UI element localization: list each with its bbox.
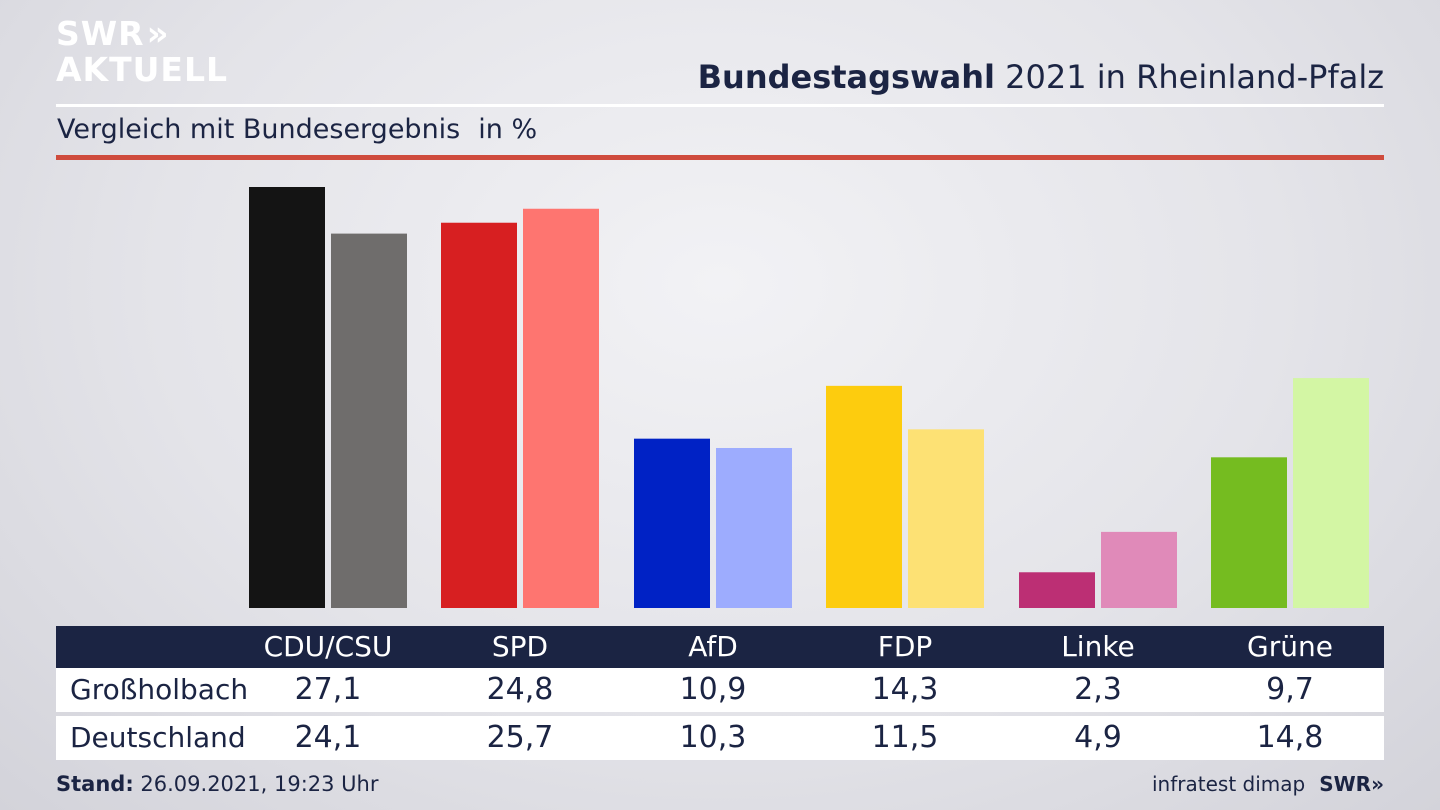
value-cell: 24,8 bbox=[486, 672, 554, 707]
title-bold: Bundestagswahl bbox=[697, 58, 995, 96]
value-cell: 14,3 bbox=[871, 672, 939, 707]
bar-fdp-deutschland bbox=[908, 429, 984, 608]
bar-linke-großholbach bbox=[1019, 572, 1095, 608]
bar-chart bbox=[249, 187, 1369, 608]
swr-small-logo: SWR» bbox=[1319, 772, 1384, 796]
category-label: FDP bbox=[877, 630, 933, 663]
title-rest: 2021 in Rheinland-Pfalz bbox=[995, 58, 1384, 96]
table-row: Deutschland 24,1 25,7 10,3 11,5 4,9 14,8 bbox=[56, 716, 1384, 760]
bar-afd-großholbach bbox=[634, 438, 710, 608]
bar-linke-deutschland bbox=[1101, 531, 1177, 608]
title-divider bbox=[56, 104, 1384, 107]
bar-spd-deutschland bbox=[523, 208, 599, 608]
table-row: Großholbach 27,1 24,8 10,9 14,3 2,3 9,7 bbox=[56, 668, 1384, 712]
red-divider bbox=[56, 155, 1384, 160]
row-label-national: Deutschland bbox=[70, 721, 246, 754]
chart-subtitle: Vergleich mit Bundesergebnis in % bbox=[57, 114, 537, 145]
bar-cducsu-großholbach bbox=[249, 187, 325, 608]
value-cell: 10,9 bbox=[679, 672, 747, 707]
value-cell: 2,3 bbox=[1074, 672, 1122, 707]
row-label-local: Großholbach bbox=[70, 673, 249, 706]
category-label: AfD bbox=[688, 630, 738, 663]
bar-grne-großholbach bbox=[1211, 457, 1287, 608]
swr-aktuell-logo: SWR» AKTUELL bbox=[56, 16, 228, 88]
category-label: SPD bbox=[491, 630, 549, 663]
logo-aktuell-text: AKTUELL bbox=[56, 50, 229, 89]
value-cell: 9,7 bbox=[1266, 672, 1314, 707]
timestamp: Stand: 26.09.2021, 19:23 Uhr bbox=[56, 772, 379, 796]
bar-grne-deutschland bbox=[1293, 378, 1369, 608]
value-cell: 25,7 bbox=[486, 720, 554, 755]
chart-title: Bundestagswahl 2021 in Rheinland-Pfalz bbox=[698, 58, 1384, 96]
bar-afd-deutschland bbox=[716, 447, 792, 608]
table-header-row: CDU/CSU SPD AfD FDP Linke Grüne bbox=[56, 626, 1384, 668]
value-cell: 24,1 bbox=[294, 720, 362, 755]
subtitle-text: Vergleich mit Bundesergebnis bbox=[57, 114, 461, 145]
value-cell: 11,5 bbox=[871, 720, 939, 755]
value-cell: 27,1 bbox=[294, 672, 362, 707]
category-label: Linke bbox=[1061, 630, 1135, 663]
source-credit: infratest dimap SWR» bbox=[1152, 772, 1384, 796]
stand-label: Stand: bbox=[56, 772, 134, 796]
stand-value: 26.09.2021, 19:23 Uhr bbox=[133, 772, 379, 796]
value-cell: 14,8 bbox=[1256, 720, 1324, 755]
source-text: infratest dimap bbox=[1152, 772, 1306, 796]
unit-label: in % bbox=[478, 114, 538, 145]
category-label: Grüne bbox=[1247, 630, 1333, 663]
results-table: CDU/CSU SPD AfD FDP Linke Grüne Großholbach 2… bbox=[56, 626, 1384, 760]
value-cell: 4,9 bbox=[1074, 720, 1122, 755]
bar-fdp-großholbach bbox=[826, 385, 902, 608]
category-label: CDU/CSU bbox=[263, 630, 393, 663]
logo-swr-text: SWR bbox=[56, 14, 145, 53]
bar-spd-großholbach bbox=[441, 222, 517, 608]
bar-cducsu-deutschland bbox=[331, 233, 407, 608]
value-cell: 10,3 bbox=[679, 720, 747, 755]
